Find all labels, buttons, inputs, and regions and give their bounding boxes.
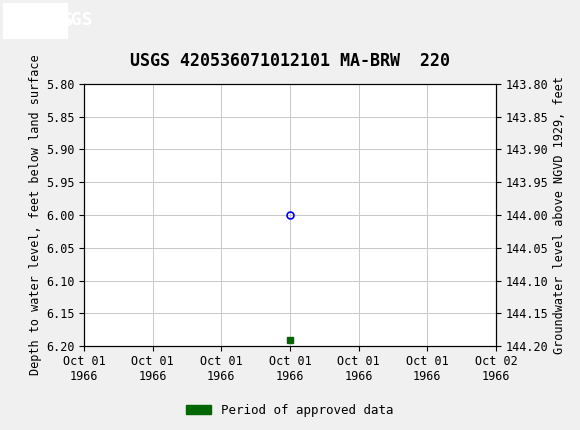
Text: USGS: USGS xyxy=(3,11,74,30)
Y-axis label: Groundwater level above NGVD 1929, feet: Groundwater level above NGVD 1929, feet xyxy=(553,76,566,354)
Y-axis label: Depth to water level, feet below land surface: Depth to water level, feet below land su… xyxy=(29,55,42,375)
Text: USGS 420536071012101 MA-BRW  220: USGS 420536071012101 MA-BRW 220 xyxy=(130,52,450,70)
Text: USGS: USGS xyxy=(49,12,93,29)
Text: ≈: ≈ xyxy=(14,10,33,31)
Legend: Period of approved data: Period of approved data xyxy=(181,399,399,421)
FancyBboxPatch shape xyxy=(3,3,67,37)
